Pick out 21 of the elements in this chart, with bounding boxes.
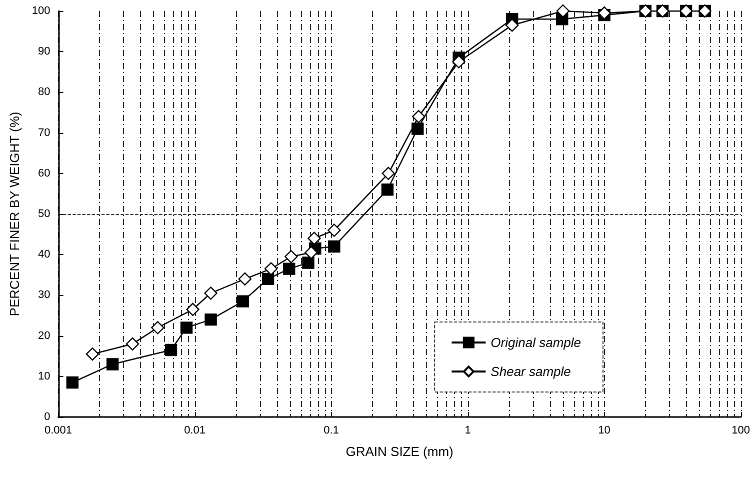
y-axis-title: PERCENT FINER BY WEIGHT (%): [7, 112, 22, 316]
x-tick-label: 0.01: [184, 424, 206, 436]
y-tick-label: 90: [38, 46, 50, 58]
y-tick-label: 70: [38, 126, 50, 139]
x-tick-label: 100: [732, 424, 750, 436]
y-tick-label: 40: [38, 248, 50, 261]
y-tick-label: 10: [38, 370, 50, 382]
legend-label: Original sample: [490, 335, 582, 350]
y-tick-label: 80: [38, 86, 50, 98]
legend-label: Shear sample: [490, 364, 571, 379]
y-tick-label: 60: [38, 167, 50, 180]
y-tick-label: 30: [38, 289, 50, 302]
x-tick-label: 10: [598, 424, 610, 436]
y-tick-label: 50: [38, 208, 50, 220]
x-tick-label: 0.1: [324, 424, 339, 436]
x-tick-label: 1: [464, 424, 471, 436]
x-tick-label: 0.001: [44, 424, 72, 436]
y-tick-label: 100: [32, 5, 50, 17]
y-tick-label: 20: [38, 330, 50, 342]
x-axis-title: GRAIN SIZE (mm): [346, 444, 454, 459]
y-tick-label: 0: [44, 411, 50, 423]
